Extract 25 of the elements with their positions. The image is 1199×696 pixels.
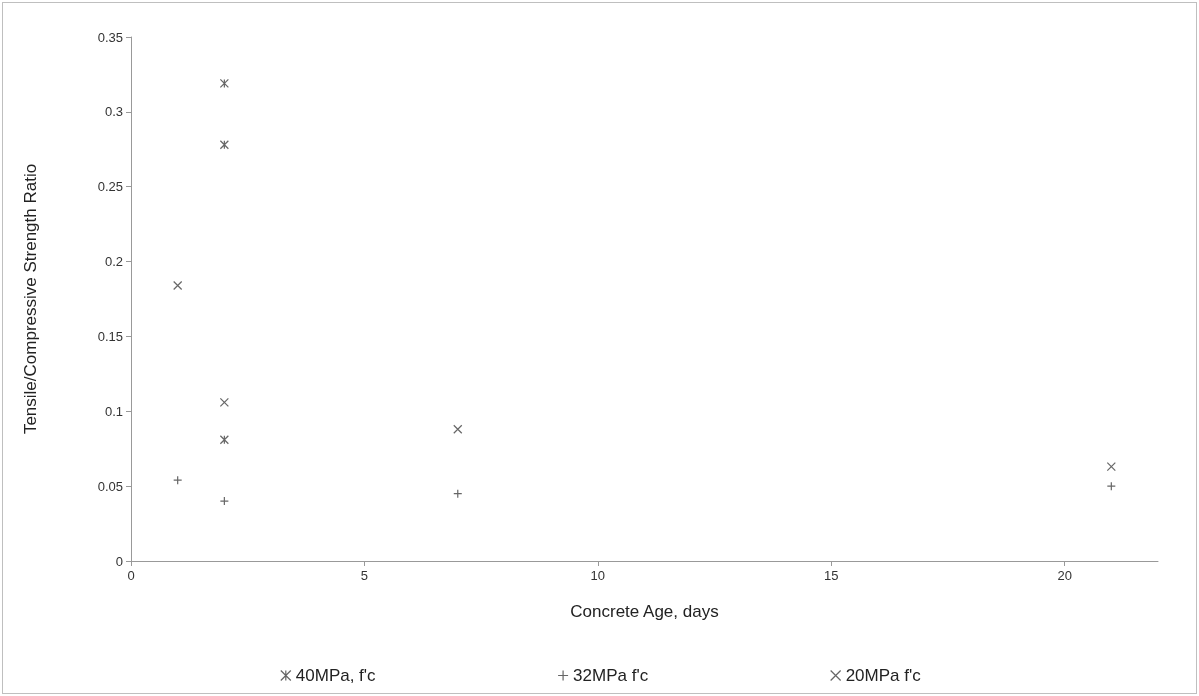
x-axis-title: Concrete Age, days [570, 602, 719, 621]
point [219, 397, 229, 407]
x-tick-label: 20 [1057, 568, 1072, 583]
y-tick-label: 0 [115, 553, 123, 569]
y-tick-label: 0.25 [97, 179, 123, 195]
y-tick-label: 0.35 [97, 29, 123, 45]
x-tick-label: 5 [360, 568, 369, 583]
y-tick-label: 0.2 [104, 254, 123, 270]
y-tick-label: 0.05 [97, 478, 123, 494]
point [219, 435, 229, 445]
y-tick-label: 0.15 [97, 328, 123, 344]
legend-label: 40MPa, f'c [295, 666, 377, 685]
point [453, 424, 463, 434]
y-tick-label: 0.1 [104, 403, 123, 419]
legend-label: 20MPa f'c [845, 666, 922, 685]
y-axis-title: Tensile/Compressive Strength Ratio [21, 163, 40, 435]
x-tick-label: 10 [590, 568, 606, 583]
point [219, 140, 229, 150]
point [219, 78, 229, 89]
point [173, 280, 183, 291]
legend-label: 32MPa f'c [573, 666, 649, 685]
x-tick-label: 15 [823, 568, 839, 583]
y-tick-label: 0.3 [104, 104, 123, 120]
x-tick-label: 0 [127, 568, 135, 583]
point [1106, 462, 1116, 472]
